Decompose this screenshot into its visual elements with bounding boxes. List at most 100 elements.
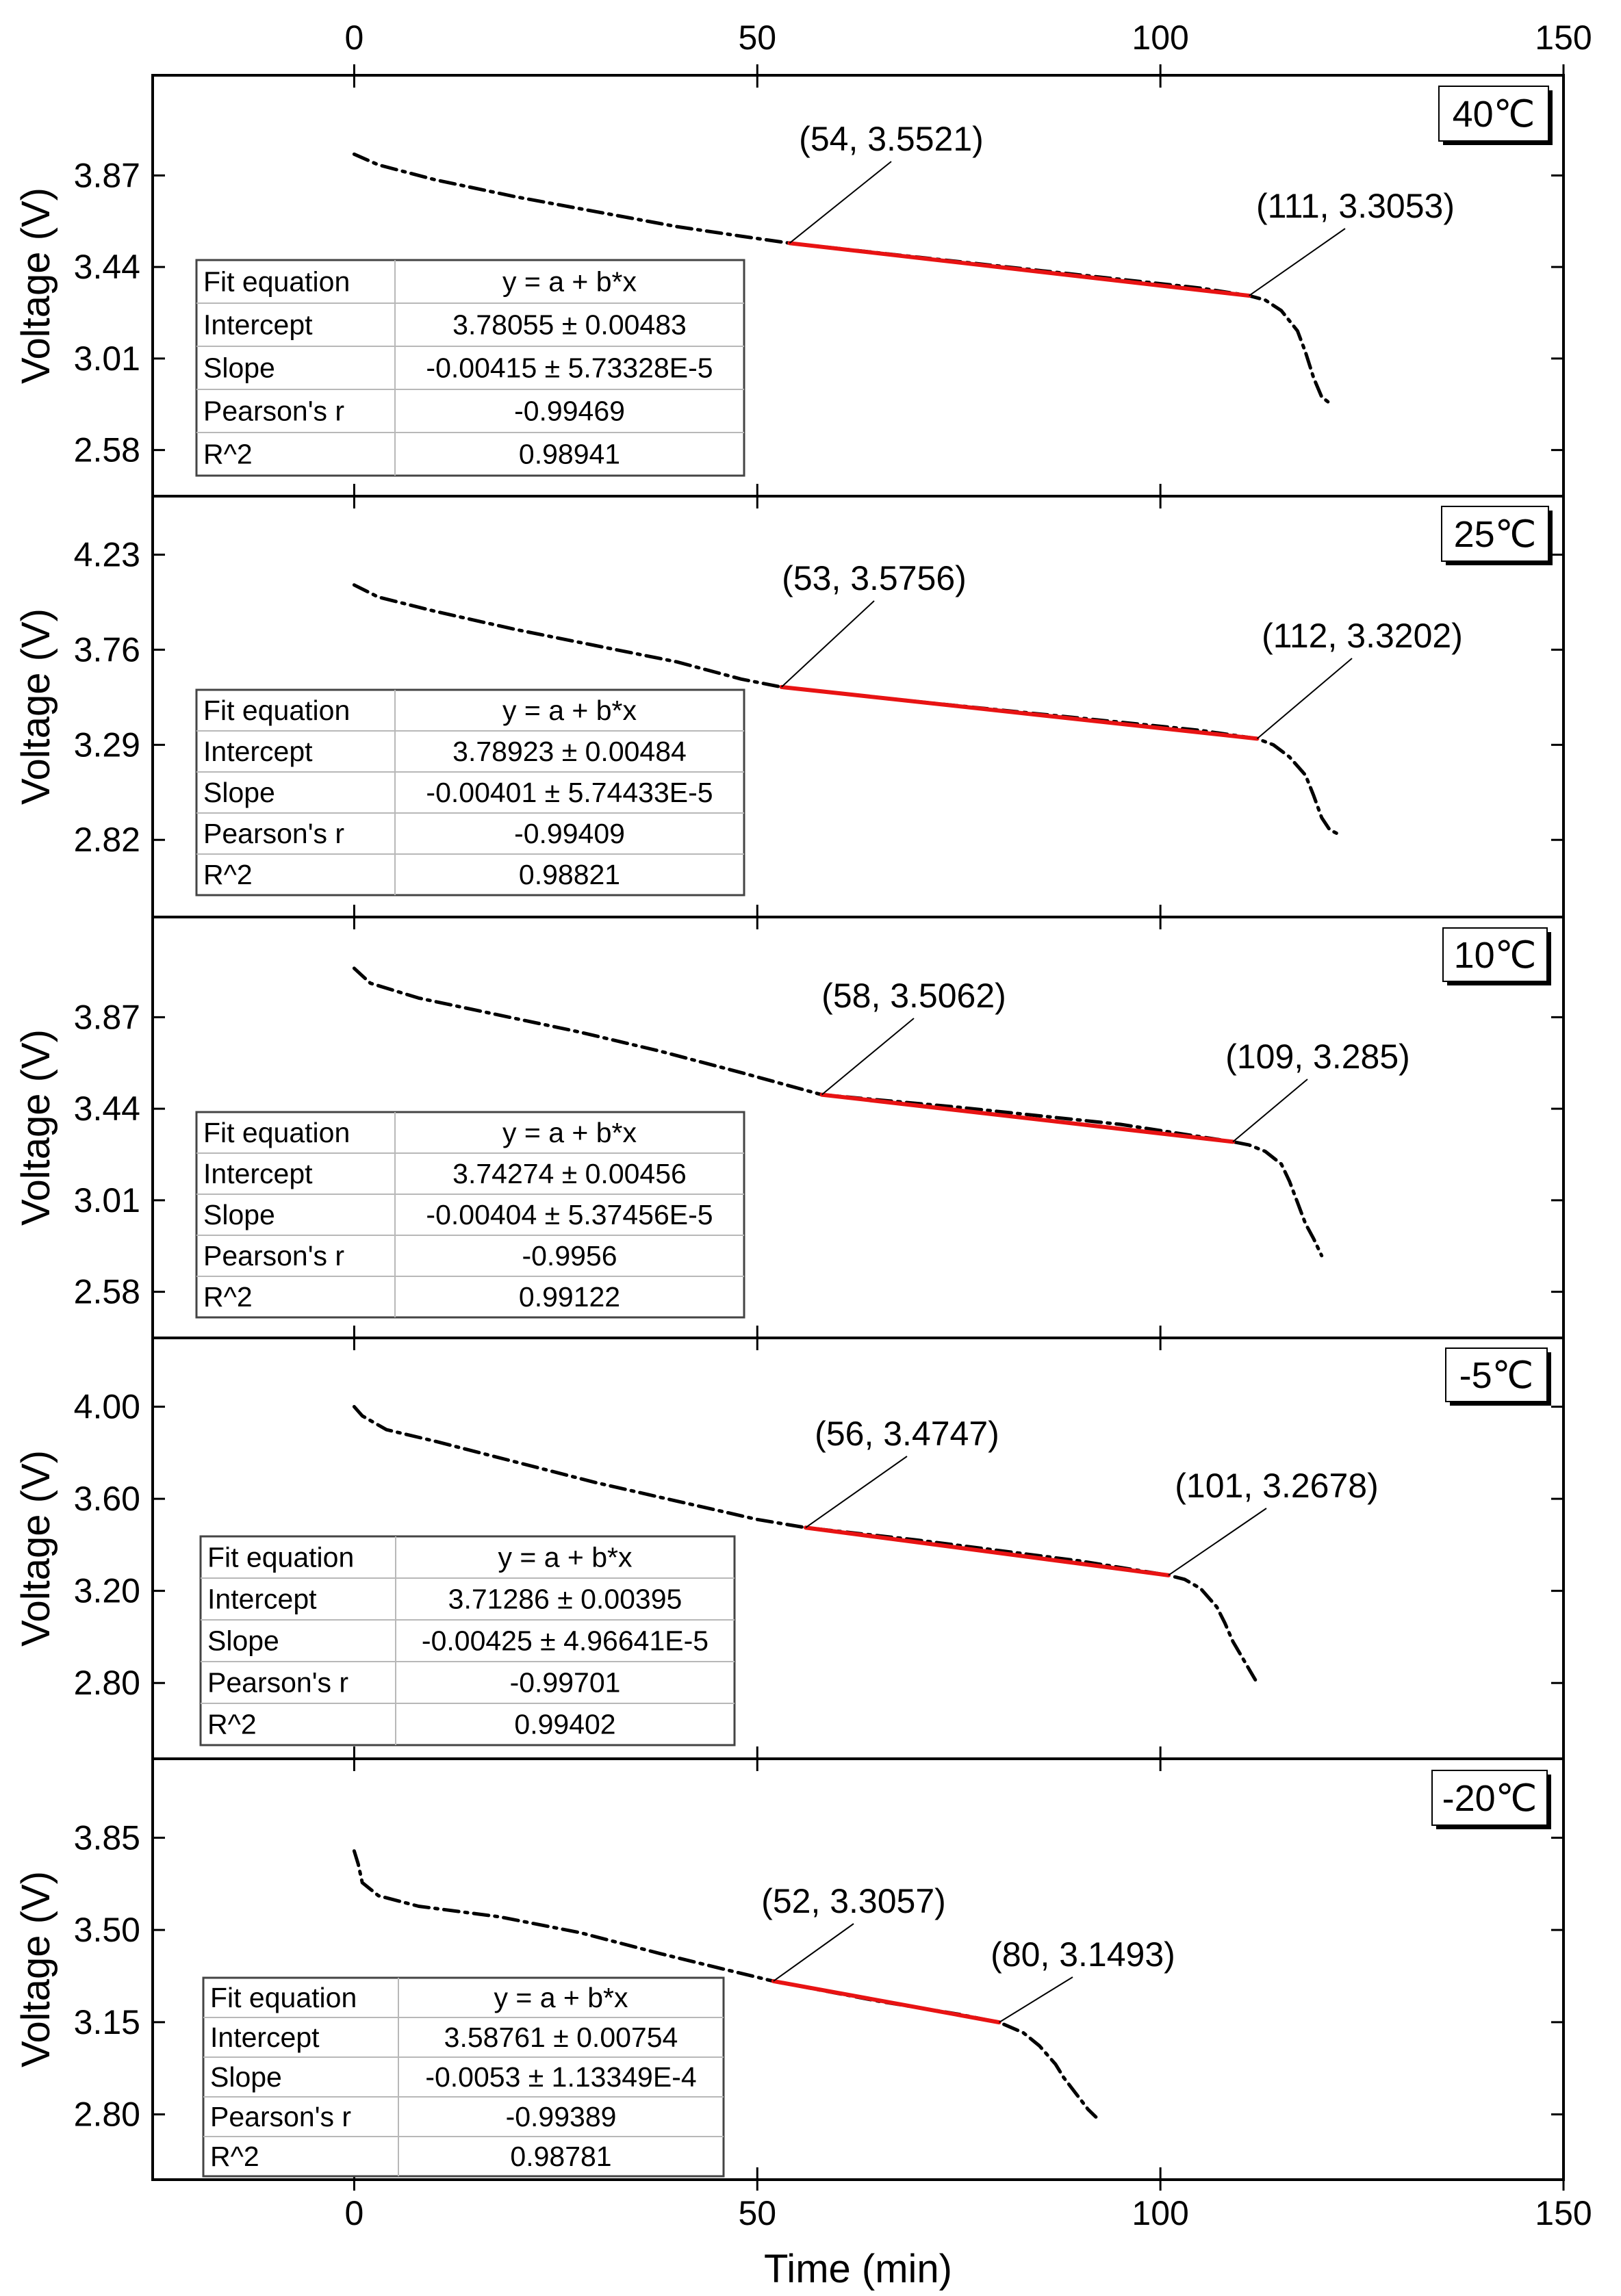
- fit-line: [787, 241, 1251, 298]
- fit-equation-label: Fit equation: [203, 1117, 350, 1148]
- temperature-label: -5℃: [1459, 1355, 1534, 1396]
- y-axis-title: Voltage (V): [14, 1450, 58, 1647]
- fit-pearson-r-label: Pearson's r: [207, 1667, 348, 1699]
- fit-r2-label: R^2: [203, 1281, 253, 1313]
- annotation-end-point: (109, 3.285): [1225, 1037, 1410, 1076]
- fit-pearson-r-value: -0.99701: [510, 1667, 621, 1699]
- annotation-leader-start: [773, 1923, 854, 1982]
- fit-pearson-r-value: -0.99409: [514, 818, 625, 849]
- fit-table-frame: [195, 688, 745, 897]
- annotation-leader-end: [1168, 1508, 1267, 1576]
- fit-slope-value: -0.0053 ± 1.13349E-4: [425, 2061, 696, 2093]
- y-tick-label: 3.44: [74, 1089, 140, 1128]
- fit-table: Fit equation y = a + b*x Intercept 3.78055 …: [195, 259, 745, 477]
- temperature-label: 40℃: [1453, 94, 1535, 135]
- fit-slope-label: Slope: [203, 352, 275, 384]
- fit-slope-value: -0.00415 ± 5.73328E-5: [426, 352, 713, 384]
- temperature-box: [1442, 927, 1548, 982]
- annotation-leader-start: [805, 1456, 908, 1529]
- annotation-end-point: (112, 3.3202): [1262, 617, 1463, 655]
- y-tick-label: 2.80: [74, 1664, 140, 1702]
- fit-r2-value: 0.98941: [519, 439, 620, 470]
- temperature-label: -20℃: [1442, 1778, 1537, 1819]
- fit-pearson-r-label: Pearson's r: [203, 1240, 344, 1272]
- annotation-leader-end: [1232, 1079, 1308, 1143]
- fit-equation-label: Fit equation: [203, 266, 350, 298]
- fit-pearson-r-label: Pearson's r: [203, 818, 344, 849]
- fit-line: [779, 684, 1260, 741]
- bottom-x-tick-label: 50: [738, 2194, 776, 2232]
- y-tick-label: 3.15: [74, 2003, 140, 2041]
- fit-intercept-value: 3.78923 ± 0.00484: [452, 736, 687, 767]
- fit-slope-value: -0.00425 ± 4.96641E-5: [422, 1625, 709, 1657]
- fit-r2-label: R^2: [207, 1709, 257, 1740]
- fit-table-frame: [199, 1535, 736, 1746]
- fit-equation-label: Fit equation: [203, 695, 350, 726]
- panel-2: 2.58 3.01 3.44 3.87 Voltage (V) (58, 3.5062) (…: [14, 916, 1565, 1339]
- fit-pearson-r-value: -0.99469: [514, 396, 625, 427]
- y-tick-label: 3.50: [74, 1911, 140, 1949]
- y-tick-label: 3.76: [74, 630, 140, 669]
- y-tick-label: 3.85: [74, 1818, 140, 1857]
- fit-slope-label: Slope: [203, 777, 275, 808]
- bottom-x-axis: 0 50 100 150 Time (min): [345, 2180, 1592, 2291]
- y-axis-title: Voltage (V): [14, 1029, 58, 1226]
- y-tick-label: 2.82: [74, 821, 140, 859]
- fit-slope-label: Slope: [203, 1199, 275, 1230]
- fit-intercept-label: Intercept: [203, 736, 313, 767]
- panel-frame: [151, 1757, 1565, 2181]
- fit-r2-value: 0.99402: [514, 1709, 615, 1740]
- fit-intercept-label: Intercept: [203, 1158, 313, 1189]
- y-tick-label: 4.00: [74, 1387, 140, 1426]
- y-axis-title: Voltage (V): [14, 1871, 58, 2067]
- y-tick-label: 3.60: [74, 1480, 140, 1518]
- fit-intercept-label: Intercept: [207, 1584, 317, 1615]
- fit-intercept-label: Intercept: [203, 309, 313, 341]
- annotation-end-point: (80, 3.1493): [991, 1935, 1175, 1974]
- annotation-leader-end: [999, 1976, 1073, 2023]
- x-axis-title: Time (min): [764, 2247, 952, 2291]
- annotation-end-point: (101, 3.2678): [1175, 1467, 1378, 1505]
- temperature-box: [1445, 1347, 1548, 1402]
- annotation-leader-start: [821, 1018, 915, 1096]
- fit-table: Fit equation y = a + b*x Intercept 3.58761 …: [202, 1976, 725, 2178]
- discharge-curve: [352, 966, 1324, 1258]
- fit-pearson-r-value: -0.99389: [506, 2101, 617, 2132]
- annotation-leader-start: [780, 600, 875, 688]
- fit-equation-value: y = a + b*x: [498, 1542, 633, 1573]
- temperature-box: [1438, 86, 1549, 142]
- fit-table: Fit equation y = a + b*x Intercept 3.78923 …: [195, 688, 745, 897]
- y-tick-label: 4.23: [74, 535, 140, 573]
- panels: 2.58 3.01 3.44 3.87 Voltage (V) (54, 3.5521) (…: [14, 74, 1565, 2181]
- fit-equation-label: Fit equation: [210, 1982, 357, 2013]
- fit-pearson-r-label: Pearson's r: [203, 396, 344, 427]
- temperature-label: 25℃: [1454, 514, 1537, 555]
- panel-3: 2.80 3.20 3.60 4.00 Voltage (V) (56, 3.4747) (…: [14, 1337, 1565, 1760]
- fit-slope-value: -0.00401 ± 5.74433E-5: [426, 777, 713, 808]
- fit-equation-value: y = a + b*x: [502, 695, 637, 726]
- fit-intercept-value: 3.58761 ± 0.00754: [444, 2022, 678, 2053]
- fit-table-frame: [202, 1976, 725, 2178]
- fit-slope-label: Slope: [210, 2061, 282, 2093]
- fit-r2-value: 0.98821: [519, 859, 620, 890]
- temperature-box: [1431, 1770, 1548, 1826]
- bottom-x-tick-label: 100: [1132, 2194, 1188, 2232]
- top-x-tick-label: 0: [345, 18, 364, 57]
- fit-intercept-value: 3.74274 ± 0.00456: [452, 1158, 687, 1189]
- fit-equation-label: Fit equation: [207, 1542, 354, 1573]
- fit-pearson-r-value: -0.9956: [522, 1240, 617, 1272]
- fit-r2-label: R^2: [210, 2141, 259, 2172]
- fit-r2-value: 0.99122: [519, 1281, 620, 1313]
- fit-intercept-value: 3.78055 ± 0.00483: [452, 309, 687, 341]
- top-x-axis: 0 50 100 150: [345, 18, 1592, 75]
- temperature-box: [1441, 506, 1549, 562]
- bottom-x-tick-label: 150: [1535, 2194, 1592, 2232]
- fit-r2-label: R^2: [203, 859, 253, 890]
- panel-1: 2.82 3.29 3.76 4.23 Voltage (V) (53, 3.5756) (…: [14, 495, 1565, 918]
- fit-equation-value: y = a + b*x: [494, 1982, 628, 2013]
- annotation-leader-end: [1249, 228, 1346, 296]
- y-tick-label: 3.01: [74, 1181, 140, 1220]
- fit-slope-label: Slope: [207, 1625, 279, 1657]
- y-tick-label: 3.87: [74, 998, 140, 1036]
